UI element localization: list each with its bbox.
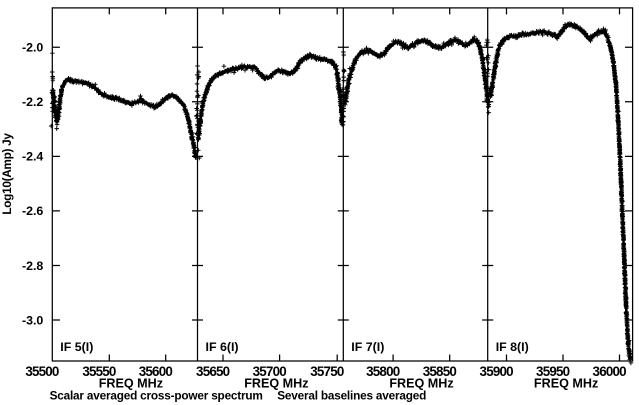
svg-text:-2.0: -2.0 bbox=[22, 41, 43, 55]
svg-text:-2.6: -2.6 bbox=[22, 204, 43, 218]
svg-text:35500: 35500 bbox=[25, 364, 59, 379]
svg-text:35850: 35850 bbox=[423, 364, 457, 379]
svg-text:IF 7(I): IF 7(I) bbox=[351, 340, 384, 354]
svg-text:Log10(Amp) Jy: Log10(Amp) Jy bbox=[0, 133, 14, 215]
svg-text:35900: 35900 bbox=[480, 364, 514, 379]
svg-text:36000: 36000 bbox=[593, 364, 627, 379]
svg-text:35550: 35550 bbox=[82, 364, 116, 379]
svg-text:35650: 35650 bbox=[196, 364, 230, 379]
svg-text:FREQ MHz: FREQ MHz bbox=[389, 377, 453, 391]
svg-text:FREQ MHz: FREQ MHz bbox=[534, 377, 598, 391]
svg-text:IF 8(I): IF 8(I) bbox=[496, 340, 529, 354]
svg-text:-3.0: -3.0 bbox=[22, 313, 43, 327]
svg-text:35750: 35750 bbox=[310, 364, 344, 379]
svg-text:-2.4: -2.4 bbox=[22, 150, 43, 164]
svg-text:FREQ MHz: FREQ MHz bbox=[244, 377, 308, 391]
svg-text:35700: 35700 bbox=[253, 364, 287, 379]
svg-text:-2.2: -2.2 bbox=[22, 95, 43, 109]
svg-text:Scalar averaged cross-power sp: Scalar averaged cross-power spectrum bbox=[50, 389, 263, 403]
svg-text:-2.8: -2.8 bbox=[22, 259, 43, 273]
svg-text:FREQ MHz: FREQ MHz bbox=[99, 377, 163, 391]
svg-text:35600: 35600 bbox=[139, 364, 173, 379]
svg-text:35800: 35800 bbox=[366, 364, 400, 379]
svg-text:35950: 35950 bbox=[536, 364, 570, 379]
svg-text:IF 5(I): IF 5(I) bbox=[60, 340, 93, 354]
svg-text:Several baselines averaged: Several baselines averaged bbox=[277, 389, 426, 403]
svg-text:IF 6(I): IF 6(I) bbox=[206, 340, 239, 354]
